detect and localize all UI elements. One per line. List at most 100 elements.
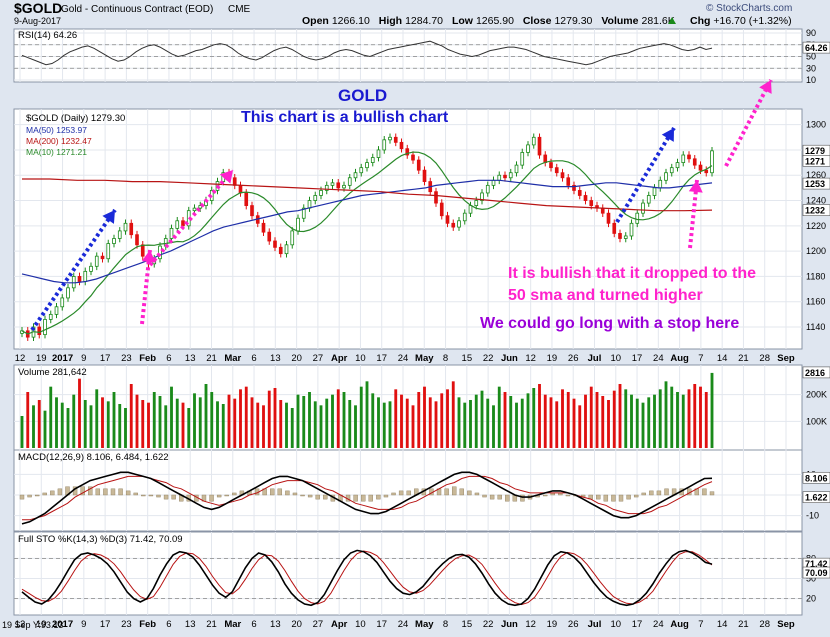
x-tick-label: 14	[717, 353, 728, 364]
macd-histogram-bar	[307, 494, 313, 498]
price-candle	[658, 179, 663, 189]
price-candle	[388, 136, 392, 141]
macd-histogram-bar	[489, 494, 495, 500]
symbol: $GOLD	[14, 0, 62, 16]
volume-bar	[658, 389, 662, 448]
volume-bar	[664, 381, 668, 448]
volume-bar	[710, 372, 714, 448]
price-candle	[623, 235, 628, 239]
macd-histogram-bar	[163, 494, 169, 500]
ma10-legend: MA(10) 1271.21	[26, 147, 87, 157]
price-candle	[474, 200, 479, 207]
x-tick-label: 14	[717, 619, 728, 630]
macd-histogram-bar	[80, 486, 85, 496]
x-tick-label: 6	[166, 353, 171, 364]
x-tick-label: Mar	[224, 619, 241, 630]
volume-bar	[382, 402, 386, 448]
y-tick-label: 1220	[806, 221, 826, 231]
macd-histogram-bar	[542, 494, 548, 497]
x-tick-label: May	[415, 353, 434, 364]
price-candle	[48, 313, 53, 320]
value-tag-box	[802, 204, 830, 216]
value-tag-box	[802, 566, 830, 579]
price-candle	[652, 187, 657, 196]
macd-histogram-bar	[649, 490, 654, 496]
volume-bar	[158, 396, 162, 448]
x-tick-label: 6	[251, 353, 256, 364]
x-tick-label: 17	[376, 619, 387, 630]
x-tick-label: 7	[698, 353, 703, 364]
volume-bar	[704, 392, 708, 448]
volume-bar	[101, 397, 104, 448]
macd-histogram-bar	[156, 494, 161, 498]
price-candle	[434, 191, 438, 204]
macd-histogram-bar	[664, 488, 669, 496]
volume-bar	[66, 408, 70, 448]
annotation-dropped: It is bullish that it dropped to the	[508, 265, 756, 282]
price-candle	[543, 154, 548, 163]
volume-bar	[141, 400, 145, 448]
price-candle	[393, 136, 398, 143]
price-candle	[347, 177, 352, 186]
volume-bar	[394, 389, 398, 448]
volume-bar	[204, 384, 208, 448]
volume-bar	[279, 400, 283, 448]
footer-readout: 19 Sep Y:93.13	[2, 620, 63, 630]
y-tick-label: 50	[806, 574, 816, 584]
x-tick-label: 10	[610, 353, 621, 364]
volume-bar	[32, 405, 35, 448]
price-candle	[112, 238, 116, 244]
price-candle	[83, 270, 88, 282]
sto-title: Full STO %K(14,3) %D(3) 71.42, 70.09	[18, 534, 183, 545]
volume-bar	[216, 401, 219, 448]
price-candle	[198, 205, 203, 209]
volume-title: Volume 281,642	[18, 367, 87, 378]
macd-histogram-bar	[482, 494, 487, 498]
macd-histogram-bar	[19, 494, 25, 500]
macd-histogram-bar	[474, 492, 480, 496]
x-tick-label: 10	[610, 619, 621, 630]
macd-panel	[13, 449, 803, 532]
instrument-name: Gold - Continuous Contract (EOD)	[61, 4, 213, 15]
price-candle	[439, 202, 444, 217]
macd-line	[21, 471, 713, 525]
price-candle	[158, 245, 162, 260]
macd-histogram-bar	[611, 494, 616, 502]
volume-bar	[49, 386, 53, 448]
x-tick-label: 24	[653, 619, 664, 630]
x-tick-label: 13	[270, 619, 281, 630]
volume-bar	[37, 400, 41, 448]
change-readout: Chg +16.70 (+1.32%)	[690, 15, 792, 27]
x-tick-label: May	[415, 619, 434, 630]
x-tick-label: 21	[738, 619, 749, 630]
y-tick-label: 90	[806, 28, 816, 38]
volume-bar	[89, 405, 93, 448]
price-plot	[20, 133, 714, 341]
price-candle	[273, 240, 277, 248]
volume-bar	[55, 397, 58, 448]
x-tick-label: 12	[525, 619, 536, 630]
volume-bar	[428, 397, 432, 448]
x-tick-label: 20	[291, 353, 302, 364]
x-tick-label: Sep	[777, 619, 795, 630]
volume-bar	[72, 394, 76, 448]
price-candle	[411, 154, 415, 161]
macd-histogram-bar	[398, 490, 404, 496]
volume-bar	[584, 394, 587, 448]
macd-histogram-bar	[467, 490, 472, 496]
volume-bar	[308, 392, 311, 448]
x-tick-label: 19	[36, 353, 47, 364]
macd-histogram-bar	[361, 494, 366, 502]
macd-histogram-bar	[633, 494, 639, 498]
price-candle	[635, 212, 640, 224]
price-candle	[43, 319, 47, 336]
sto-k-line	[21, 549, 713, 607]
x-tick-label: Jun	[501, 353, 518, 364]
sto-d-line	[21, 550, 713, 606]
macd-histogram-bar	[27, 494, 32, 498]
volume-bar	[543, 394, 547, 448]
volume-bar	[538, 384, 541, 448]
x-tick-label: 8	[443, 353, 448, 364]
price-candle	[290, 230, 295, 246]
volume-bar	[572, 398, 576, 448]
